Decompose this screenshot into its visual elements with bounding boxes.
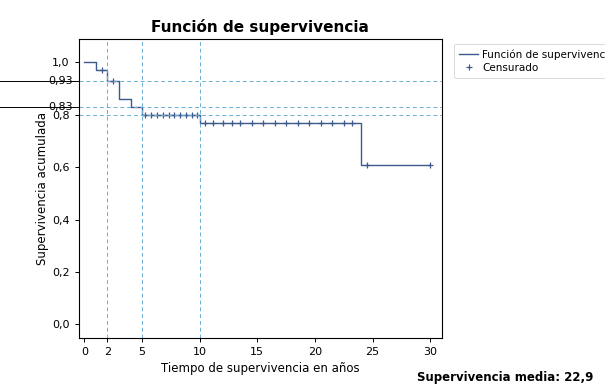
Text: 0,93: 0,93: [48, 76, 73, 86]
Text: Supervivencia media: 22,9: Supervivencia media: 22,9: [416, 371, 593, 384]
Y-axis label: Supervivencia acumulada: Supervivencia acumulada: [36, 112, 49, 265]
X-axis label: Tiempo de supervivencia en años: Tiempo de supervivencia en años: [161, 362, 359, 375]
Legend: Función de supervivencia, Censurado: Función de supervivencia, Censurado: [454, 44, 605, 78]
Title: Función de supervivencia: Función de supervivencia: [151, 19, 369, 35]
Text: 0,83: 0,83: [48, 102, 73, 112]
